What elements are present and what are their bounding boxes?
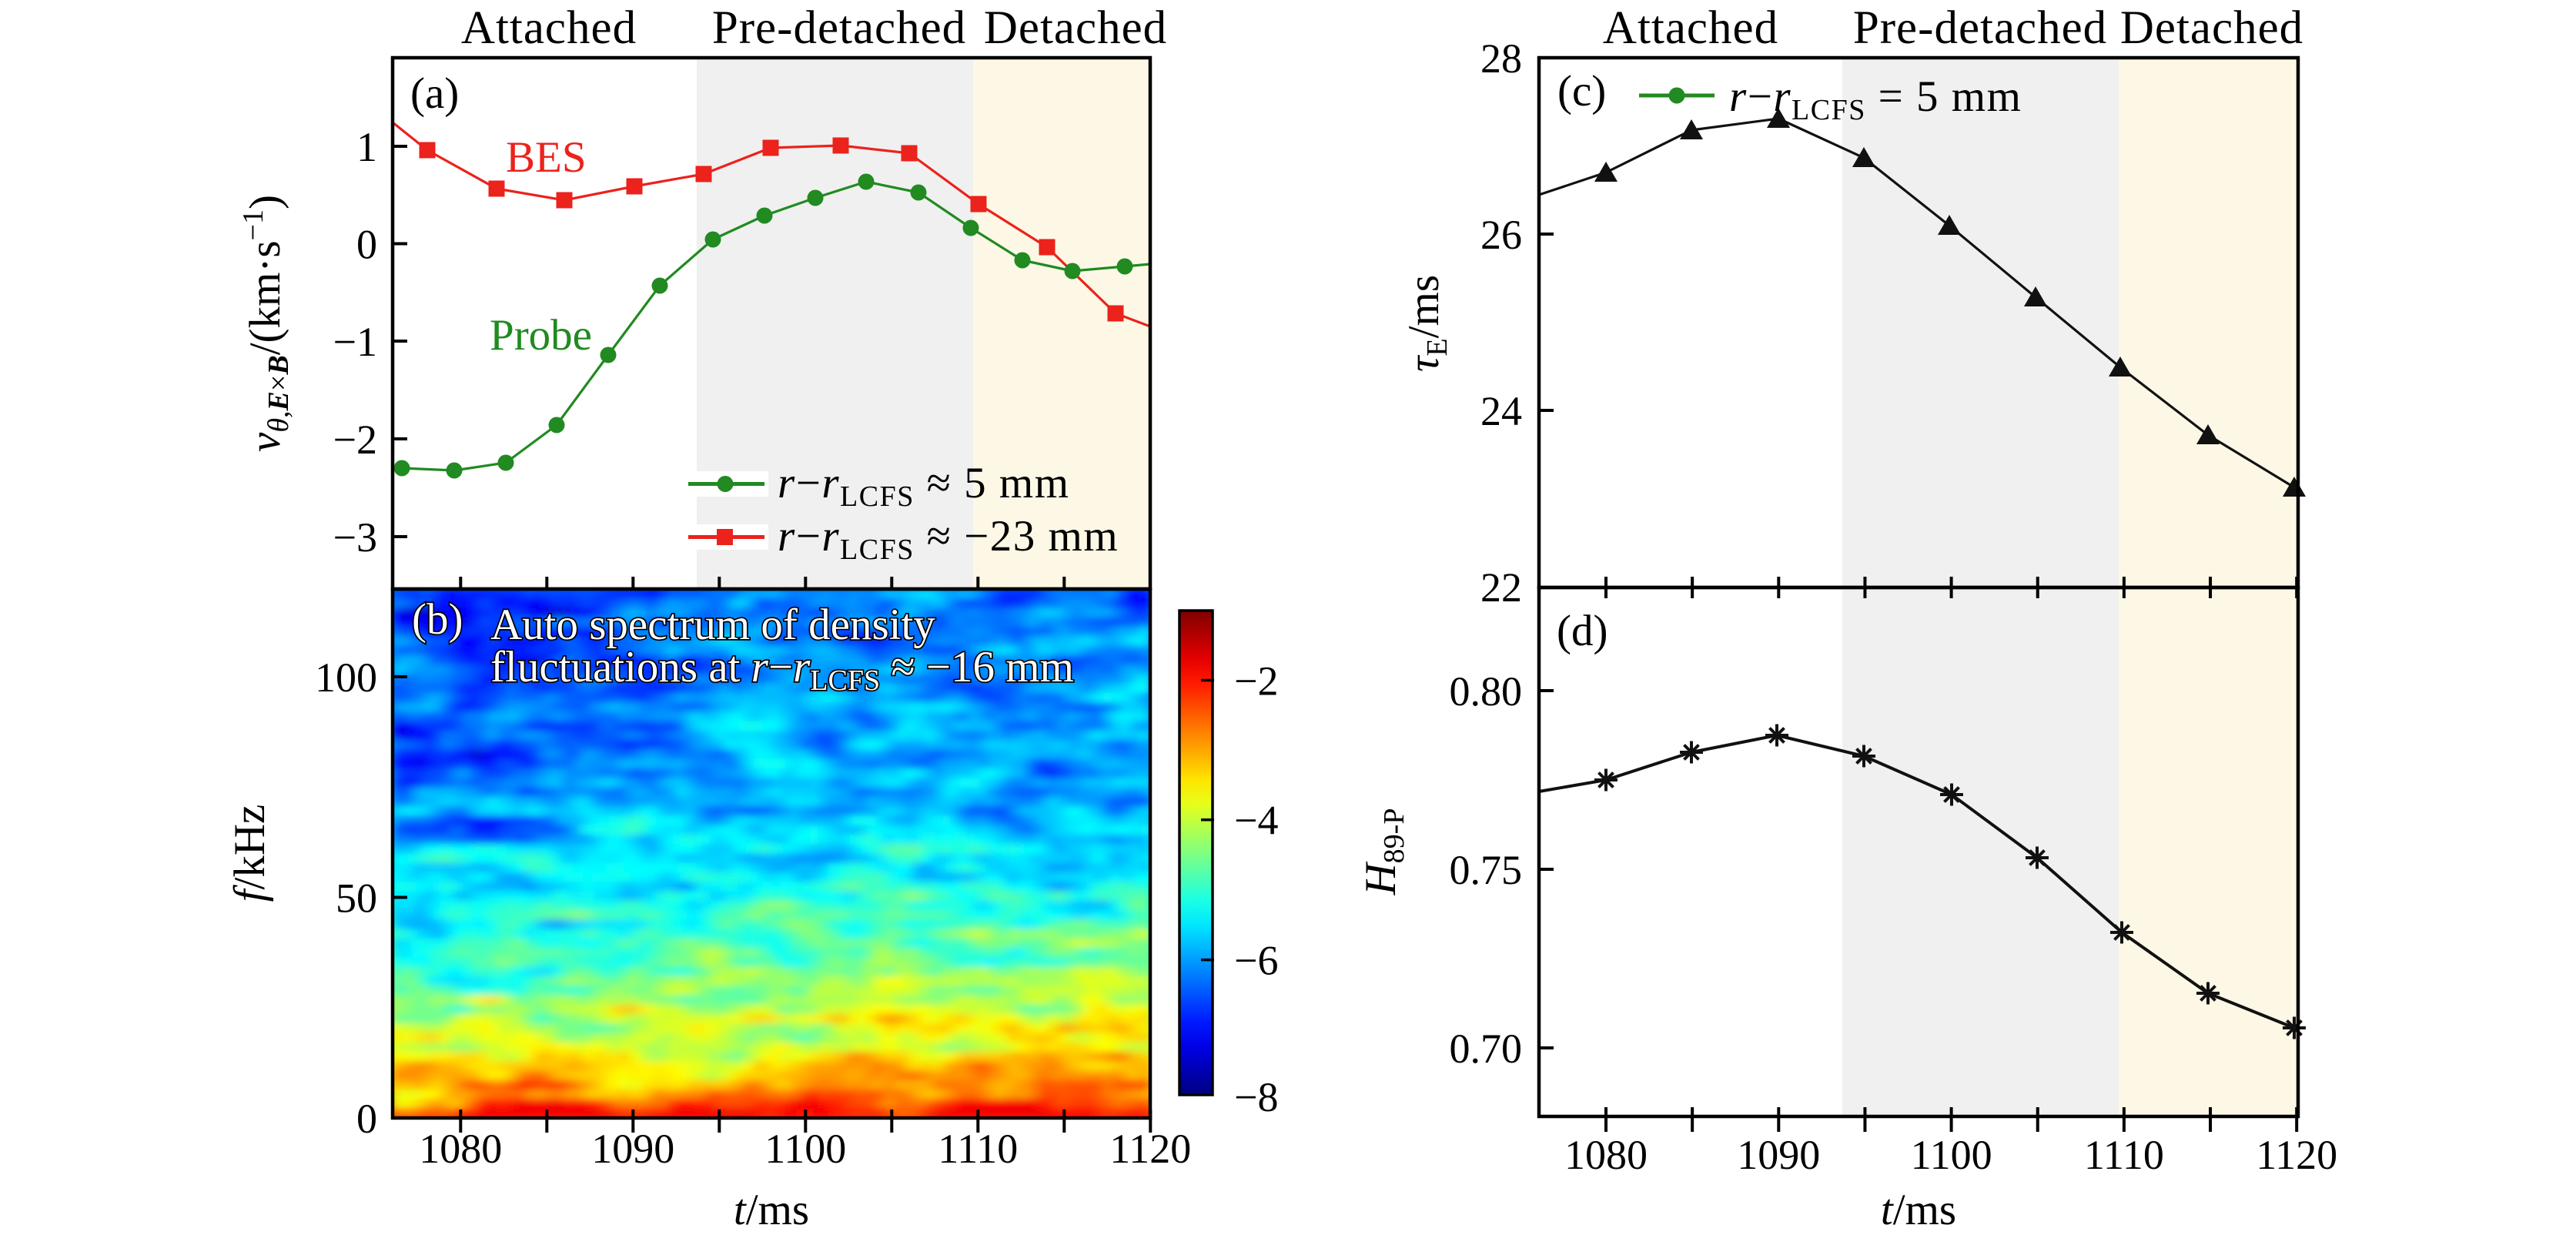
svg-text:1120: 1120 [1109,1126,1191,1172]
svg-text:r−rLCFS = 5 mm: r−rLCFS = 5 mm [1729,72,2022,126]
svg-text:−4: −4 [1234,798,1278,844]
svg-text:26: 26 [1480,212,1522,258]
svg-text:r−rLCFS ≈ 5 mm: r−rLCFS ≈ 5 mm [778,459,1070,513]
svg-text:f/kHz: f/kHz [226,805,274,902]
svg-text:−6: −6 [1234,938,1278,984]
svg-text:H89-P: H89-P [1357,808,1410,896]
svg-text:−2: −2 [1234,658,1278,705]
svg-text:(d): (d) [1557,607,1607,655]
svg-text:0.70: 0.70 [1450,1026,1523,1072]
svg-text:1100: 1100 [1911,1132,1992,1178]
svg-text:−8: −8 [1234,1074,1278,1120]
svg-text:1120: 1120 [2256,1132,2337,1178]
svg-text:−2: −2 [333,417,377,463]
svg-text:0: 0 [356,1096,377,1142]
svg-text:t/ms: t/ms [1881,1186,1956,1234]
svg-text:0.75: 0.75 [1450,847,1523,893]
svg-text:Auto spectrum of density: Auto spectrum of density [490,601,935,649]
svg-text:24: 24 [1480,388,1522,434]
svg-text:r−rLCFS ≈ −23 mm: r−rLCFS ≈ −23 mm [778,512,1119,566]
svg-text:Probe: Probe [490,311,592,360]
svg-text:−3: −3 [333,514,377,561]
svg-text:0: 0 [356,222,377,268]
svg-text:1110: 1110 [938,1126,1018,1172]
svg-text:1080: 1080 [419,1126,502,1172]
svg-text:1090: 1090 [591,1126,674,1172]
svg-text:Attached: Attached [1603,2,1778,54]
svg-text:Pre-detached: Pre-detached [1853,2,2107,54]
svg-text:Detached: Detached [984,2,1167,54]
svg-text:22: 22 [1480,564,1522,611]
svg-text:1110: 1110 [2084,1132,2164,1178]
svg-text:0.80: 0.80 [1450,668,1523,715]
svg-text:50: 50 [336,875,377,922]
svg-text:t/ms: t/ms [734,1186,809,1234]
svg-text:1090: 1090 [1737,1132,1820,1178]
svg-text:τE/ms: τE/ms [1400,275,1454,372]
svg-text:Attached: Attached [461,2,637,54]
svg-text:−1: −1 [333,319,377,365]
svg-text:Pre-detached: Pre-detached [712,2,966,54]
svg-text:1100: 1100 [764,1126,846,1172]
svg-text:(c): (c) [1557,67,1606,115]
svg-text:(a): (a) [410,69,459,118]
svg-text:1: 1 [356,124,377,170]
svg-text:BES: BES [506,133,587,182]
svg-text:28: 28 [1480,35,1522,82]
svg-text:vθ,E×B/(km·s−1): vθ,E×B/(km·s−1) [237,195,295,452]
svg-text:100: 100 [315,654,377,701]
svg-text:(b): (b) [412,595,463,644]
svg-text:Detached: Detached [2120,2,2303,54]
svg-text:fluctuations at r−rLCFS ≈ −16: fluctuations at r−rLCFS ≈ −16 mm [490,643,1074,697]
svg-text:1080: 1080 [1564,1132,1648,1178]
